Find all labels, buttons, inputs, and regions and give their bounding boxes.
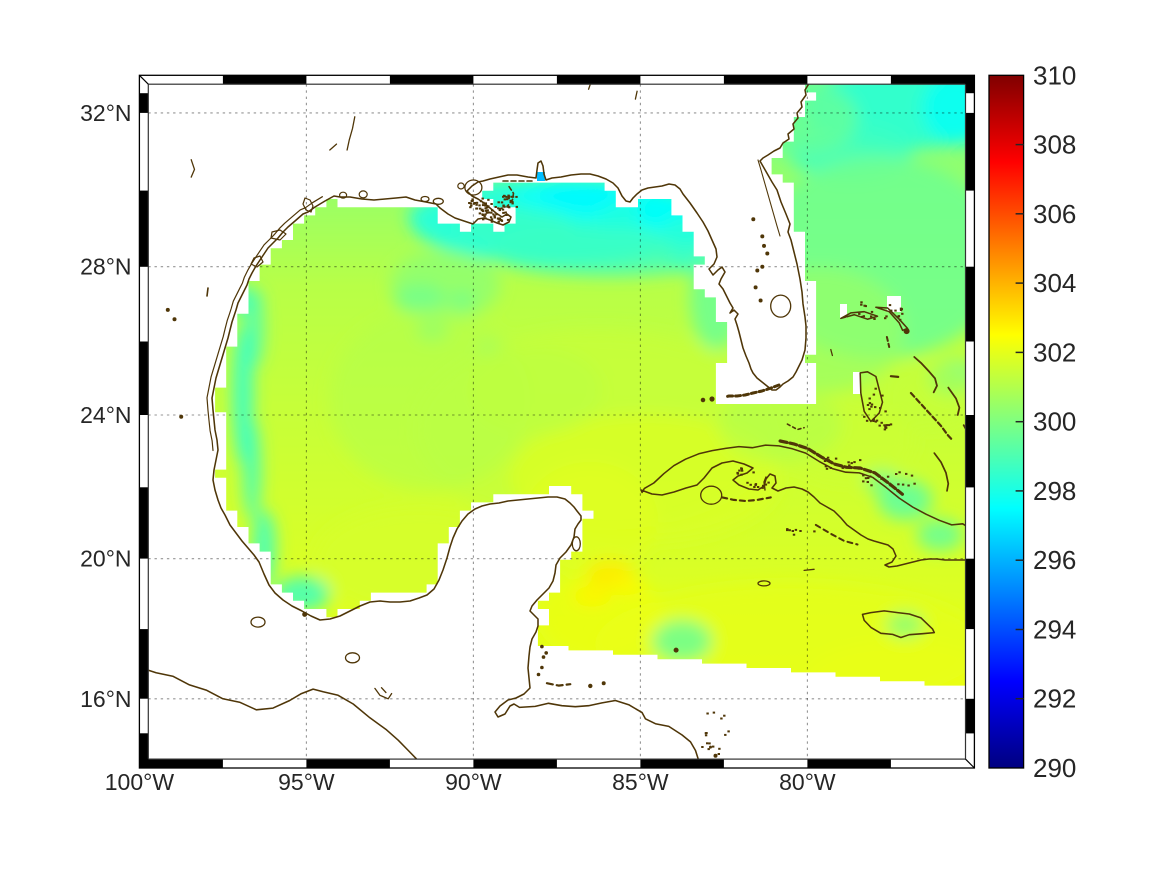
svg-text:310: 310	[1033, 60, 1076, 90]
svg-text:300: 300	[1033, 407, 1076, 437]
svg-text:90°W: 90°W	[445, 769, 502, 795]
svg-text:304: 304	[1033, 268, 1076, 298]
svg-text:298: 298	[1033, 476, 1076, 506]
svg-text:80°W: 80°W	[779, 769, 836, 795]
svg-text:306: 306	[1033, 199, 1076, 229]
svg-text:28°N: 28°N	[80, 254, 131, 280]
svg-text:32°N: 32°N	[80, 100, 131, 126]
svg-text:95°W: 95°W	[278, 769, 335, 795]
svg-text:16°N: 16°N	[80, 686, 131, 712]
svg-text:290: 290	[1033, 753, 1076, 783]
svg-text:85°W: 85°W	[612, 769, 669, 795]
svg-text:294: 294	[1033, 615, 1076, 645]
svg-text:296: 296	[1033, 545, 1076, 575]
svg-text:292: 292	[1033, 684, 1076, 714]
svg-text:302: 302	[1033, 337, 1076, 367]
svg-text:20°N: 20°N	[80, 546, 131, 572]
svg-text:24°N: 24°N	[80, 402, 131, 428]
svg-text:308: 308	[1033, 130, 1076, 160]
svg-text:100°W: 100°W	[105, 769, 175, 795]
